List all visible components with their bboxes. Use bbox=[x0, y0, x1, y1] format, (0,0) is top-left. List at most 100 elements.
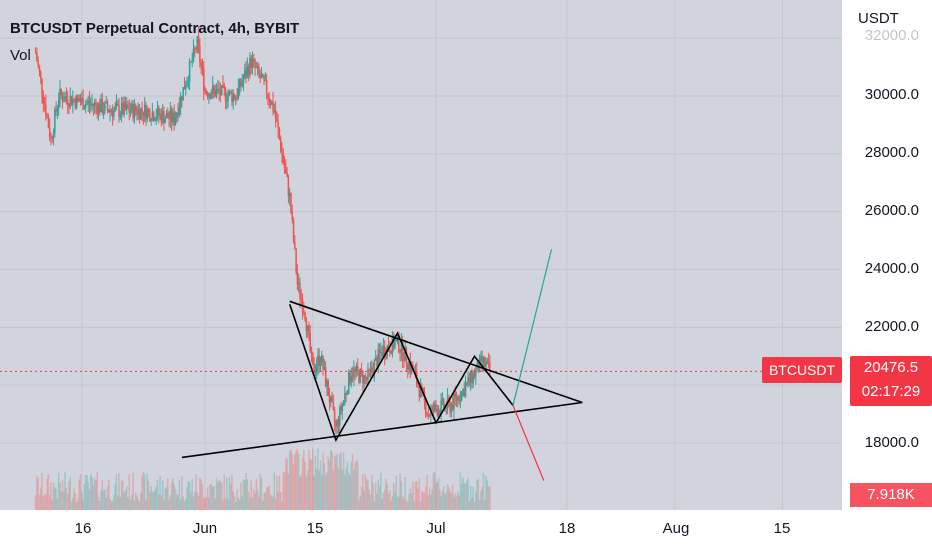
candle-body bbox=[156, 107, 159, 118]
candle-body bbox=[59, 88, 61, 100]
volume-bar bbox=[481, 486, 483, 510]
candle-body bbox=[279, 139, 282, 152]
candle-body bbox=[116, 103, 119, 106]
volume-bar bbox=[247, 491, 250, 510]
volume-bar bbox=[450, 493, 453, 510]
volume-bar bbox=[464, 483, 467, 510]
candle-body bbox=[201, 66, 204, 69]
candle-body bbox=[374, 357, 377, 361]
volume-bar bbox=[86, 475, 88, 510]
volume-bar bbox=[158, 494, 160, 510]
volume-bar bbox=[115, 473, 118, 510]
volume-bar bbox=[129, 499, 132, 510]
volume-bar bbox=[202, 498, 205, 510]
volume-bar bbox=[254, 493, 256, 510]
candle-body bbox=[164, 118, 166, 124]
candle-body bbox=[367, 368, 369, 380]
volume-bar bbox=[220, 482, 223, 510]
volume-bar bbox=[300, 474, 302, 510]
volume-bar bbox=[283, 471, 286, 510]
time-tick-15-aug: 15 bbox=[773, 520, 791, 537]
candle-body bbox=[90, 104, 92, 106]
candle-body bbox=[484, 357, 486, 367]
volume-bar bbox=[45, 495, 47, 510]
volume-bar bbox=[486, 480, 489, 510]
candle-body bbox=[365, 377, 368, 380]
volume-bar bbox=[368, 489, 371, 510]
volume-bar bbox=[432, 472, 435, 510]
candle-body bbox=[396, 333, 399, 339]
volume-bar bbox=[405, 500, 408, 510]
volume-bar bbox=[409, 488, 412, 510]
candle-body bbox=[145, 104, 147, 120]
price-axis[interactable] bbox=[842, 0, 932, 550]
volume-bar bbox=[453, 497, 455, 510]
volume-bar bbox=[191, 478, 193, 510]
volume-bar bbox=[181, 475, 183, 510]
volume-bar bbox=[398, 496, 400, 510]
volume-bar bbox=[140, 492, 142, 510]
candle-body bbox=[110, 110, 113, 112]
candle-body bbox=[306, 325, 309, 331]
candle-body bbox=[205, 90, 208, 93]
volume-bar bbox=[111, 501, 114, 510]
volume-bar bbox=[419, 501, 422, 510]
volume-bar bbox=[392, 482, 395, 510]
volume-bar bbox=[59, 482, 61, 510]
candle-body bbox=[97, 103, 100, 114]
candle-body bbox=[466, 382, 468, 385]
volume-bar bbox=[244, 480, 246, 510]
time-tick-jul: Jul bbox=[426, 520, 446, 537]
volume-bar bbox=[116, 495, 119, 510]
time-tick-aug: Aug bbox=[662, 520, 690, 537]
volume-bar bbox=[155, 486, 157, 510]
volume-bar bbox=[57, 472, 60, 510]
price-tick-32000: 32000.0 bbox=[864, 27, 919, 44]
candle-body bbox=[222, 85, 224, 87]
volume-bar bbox=[376, 493, 378, 510]
volume-bar bbox=[426, 474, 428, 510]
candle-body bbox=[190, 61, 192, 63]
volume-bar bbox=[324, 475, 327, 510]
candle-body bbox=[304, 313, 306, 321]
volume-bar bbox=[264, 492, 267, 510]
candle-body bbox=[486, 361, 489, 364]
time-axis[interactable] bbox=[0, 510, 842, 550]
volume-bar bbox=[52, 482, 55, 510]
candle-body bbox=[294, 241, 296, 249]
volume-bar bbox=[105, 497, 107, 510]
volume-bar bbox=[410, 492, 413, 510]
volume-bar bbox=[317, 448, 319, 510]
candle-body bbox=[485, 363, 487, 367]
volume-bar bbox=[136, 495, 138, 510]
candle-body bbox=[472, 373, 474, 384]
candle-body bbox=[250, 57, 252, 68]
volume-bar bbox=[326, 472, 328, 510]
candle-body bbox=[227, 95, 229, 101]
candle-body bbox=[140, 108, 142, 120]
candle-body bbox=[236, 97, 238, 99]
volume-bar bbox=[295, 451, 297, 510]
volume-bar bbox=[91, 477, 93, 510]
volume-bar bbox=[364, 474, 367, 510]
volume-bar bbox=[328, 460, 331, 510]
volume-bar bbox=[369, 494, 372, 510]
volume-bar bbox=[281, 501, 283, 510]
volume-bar bbox=[100, 490, 102, 510]
volume-bar bbox=[454, 493, 456, 510]
volume-bar bbox=[268, 485, 270, 510]
last-price-badge: 20476.5 02:17:29 bbox=[850, 356, 932, 406]
volume-bar bbox=[466, 481, 468, 510]
volume-bar bbox=[412, 481, 414, 510]
candle-body bbox=[38, 65, 41, 72]
candle-body bbox=[200, 62, 202, 67]
candle-body bbox=[428, 415, 431, 417]
candle-body bbox=[278, 129, 281, 140]
volume-bar bbox=[471, 497, 473, 510]
volume-bar bbox=[423, 492, 426, 510]
volume-bar bbox=[335, 457, 337, 510]
candle-body bbox=[65, 96, 68, 99]
candle-body bbox=[72, 98, 74, 105]
candle-body bbox=[242, 78, 245, 83]
volume-bar bbox=[428, 487, 431, 510]
